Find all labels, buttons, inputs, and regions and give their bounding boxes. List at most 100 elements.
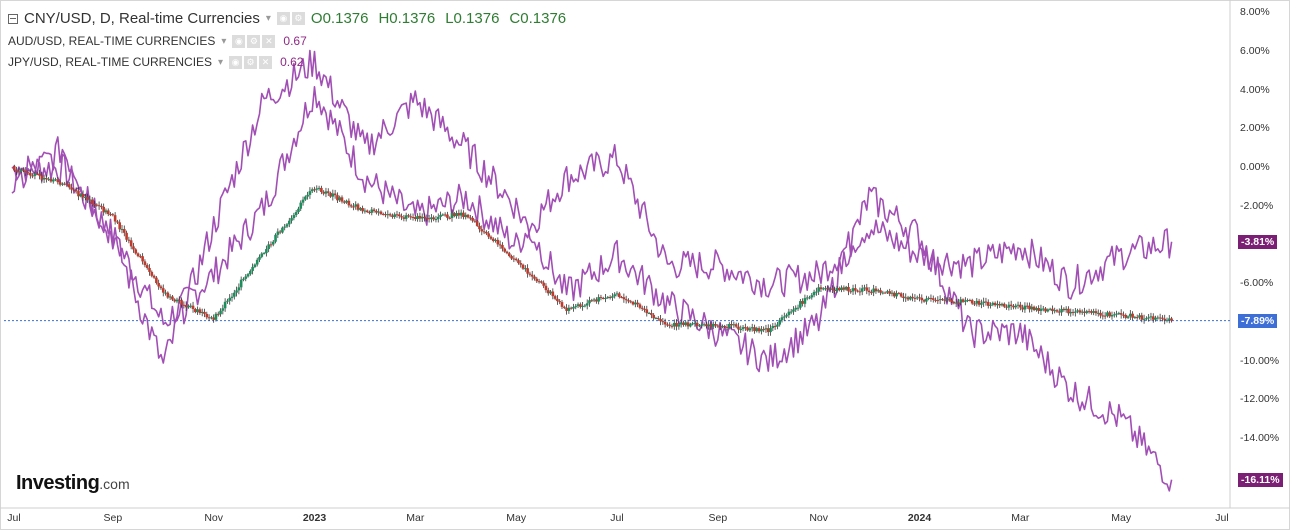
series-line-jpy-usd (11, 49, 1173, 492)
x-tick-label: Sep (103, 512, 123, 524)
gear-icon[interactable]: ⚙ (291, 12, 305, 25)
candle-body (132, 246, 135, 250)
candle-body (1161, 317, 1164, 319)
close-icon[interactable]: ✕ (259, 55, 273, 69)
candle-body (196, 309, 199, 313)
candle-body (1154, 317, 1157, 320)
candle-body (631, 301, 635, 305)
candle-body (1007, 304, 1011, 308)
candle-body (1156, 317, 1160, 319)
candle-body (262, 253, 266, 255)
overlay-symbol-label[interactable]: JPY/USD, REAL-TIME CURRENCIES (8, 55, 213, 69)
candle-body (1085, 311, 1089, 313)
open-value: O0.1376 (310, 10, 369, 27)
candle-body (113, 215, 117, 222)
collapse-legend-icon[interactable] (8, 13, 18, 24)
candle-body (576, 304, 580, 307)
candle-body (58, 182, 62, 185)
candle-body (1039, 308, 1043, 311)
chevron-down-icon[interactable]: ▾ (221, 35, 227, 47)
candle-body (246, 274, 250, 277)
eye-icon[interactable]: ◉ (229, 55, 243, 69)
chevron-down-icon[interactable]: ▾ (265, 13, 271, 24)
candle-body (441, 214, 445, 216)
candle-body (931, 298, 935, 300)
candle-body (638, 304, 642, 308)
candle-body (226, 300, 229, 302)
candle-body (993, 302, 997, 306)
candle-body (235, 290, 238, 293)
candle-body (306, 194, 309, 197)
candle-body (682, 322, 685, 325)
candle-body (223, 301, 227, 309)
candle-body (152, 275, 156, 278)
candle-body (507, 253, 511, 257)
overlay-legend-aud: AUD/USD, REAL-TIME CURRENCIES ▾ ◉ ⚙ ✕ 0.… (8, 34, 307, 48)
candle-body (947, 299, 951, 301)
candle-body (159, 286, 163, 289)
candle-body (363, 210, 367, 212)
candle-body (643, 308, 646, 310)
close-icon[interactable]: ✕ (262, 34, 276, 48)
candle-body (847, 286, 850, 292)
candle-body (1170, 318, 1173, 321)
candle-body (650, 313, 653, 315)
candle-body (689, 323, 692, 327)
candle-body (482, 231, 486, 233)
candle-body (989, 304, 992, 306)
candle-body (494, 239, 497, 241)
candle-body (904, 297, 908, 299)
candle-body (237, 287, 241, 291)
x-tick-label: May (1111, 512, 1132, 524)
candle-body (1051, 308, 1054, 311)
candle-body (833, 289, 837, 291)
candle-body (1122, 314, 1125, 316)
candle-body (19, 169, 23, 172)
candle-body (173, 299, 177, 302)
candle-body (581, 305, 584, 307)
y-tick-label: 4.00% (1240, 83, 1270, 96)
gear-icon[interactable]: ⚙ (247, 34, 261, 48)
candle-body (585, 303, 589, 306)
candle-body (1129, 313, 1132, 317)
candle-body (622, 297, 626, 300)
candle-body (297, 208, 300, 213)
candle-body (70, 187, 73, 190)
candle-body (991, 302, 995, 305)
candle-body (166, 292, 170, 298)
candle-body (734, 324, 738, 327)
candle-body (81, 194, 85, 198)
y-tick-label: 6.00% (1240, 44, 1270, 57)
candle-body (329, 192, 332, 197)
chevron-down-icon[interactable]: ▾ (218, 56, 224, 68)
candle-body (409, 216, 413, 218)
main-symbol-label[interactable]: CNY/USD, D, Real-time Currencies (24, 10, 260, 27)
candle-body (996, 304, 999, 306)
eye-icon[interactable]: ◉ (232, 34, 246, 48)
candle-body (895, 293, 898, 297)
candle-body (471, 217, 474, 221)
candle-body (1021, 307, 1024, 310)
gear-icon[interactable]: ⚙ (244, 55, 258, 69)
y-tick-label: 0.00% (1240, 161, 1270, 173)
last-value-tag: -16.11% (1238, 472, 1283, 487)
overlay-symbol-label[interactable]: AUD/USD, REAL-TIME CURRENCIES (8, 34, 216, 48)
candle-body (727, 324, 731, 328)
candle-body (613, 294, 617, 297)
candle-body (45, 177, 48, 180)
candle-body (588, 300, 591, 304)
candle-body (244, 276, 248, 279)
candle-body (709, 324, 713, 327)
candle-body (1048, 308, 1052, 310)
candle-body (478, 225, 481, 230)
candle-body (313, 189, 316, 191)
candle-body (828, 288, 832, 290)
candle-body (1067, 308, 1070, 314)
candle-body (381, 213, 385, 215)
candle-body (283, 226, 287, 228)
candle-body (84, 196, 87, 198)
candle-body (744, 327, 747, 329)
eye-icon[interactable]: ◉ (276, 12, 290, 25)
candle-body (986, 302, 990, 306)
